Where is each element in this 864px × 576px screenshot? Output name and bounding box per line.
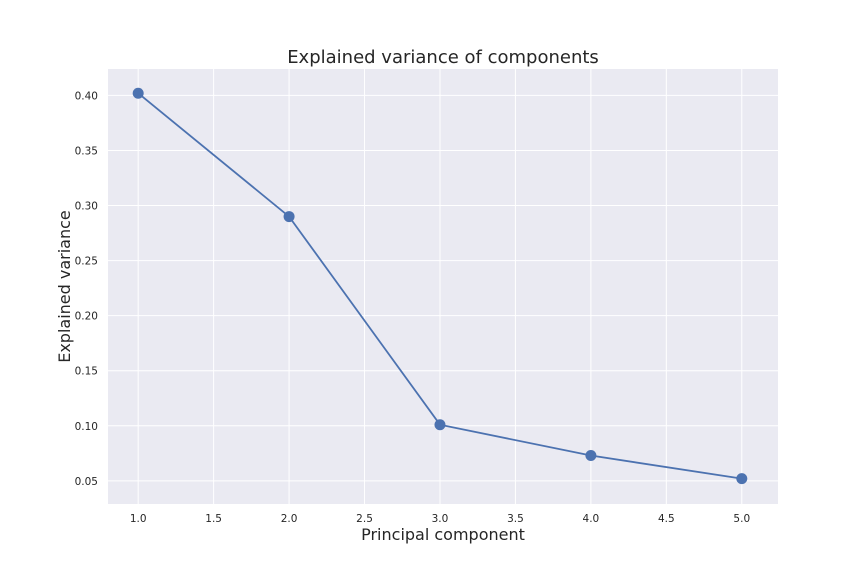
y-axis-label: Explained variance: [55, 210, 74, 363]
x-tick-label: 3.0: [432, 513, 449, 525]
plot-area: [108, 69, 778, 504]
y-tick-label: 0.15: [75, 366, 98, 378]
x-axis-label: Principal component: [361, 525, 525, 544]
y-tick-labels: 0.05 0.10 0.15 0.20 0.25 0.30 0.35 0.40: [75, 90, 98, 487]
data-points: [132, 87, 748, 485]
data-point: [585, 450, 597, 462]
y-tick-label: 0.20: [75, 311, 98, 323]
x-tick-label: 1.0: [130, 513, 147, 525]
y-tick-label: 0.30: [75, 201, 98, 213]
x-tick-label: 3.5: [507, 513, 524, 525]
y-tick-label: 0.40: [75, 90, 98, 102]
x-tick-label: 2.5: [356, 513, 373, 525]
grid: [108, 69, 778, 504]
y-tick-label: 0.35: [75, 145, 98, 157]
chart-title: Explained variance of components: [287, 47, 599, 68]
x-tick-label: 5.0: [733, 513, 750, 525]
data-point: [283, 211, 295, 223]
x-tick-label: 4.5: [658, 513, 675, 525]
y-tick-label: 0.25: [75, 256, 98, 268]
y-tick-label: 0.05: [75, 476, 98, 488]
x-tick-label: 4.0: [583, 513, 600, 525]
x-tick-labels: 1.0 1.5 2.0 2.5 3.0 3.5 4.0 4.5 5.0: [130, 513, 750, 525]
x-tick-label: 2.0: [281, 513, 298, 525]
x-tick-label: 1.5: [205, 513, 222, 525]
data-point: [736, 473, 748, 485]
y-tick-label: 0.10: [75, 421, 98, 433]
data-point: [434, 419, 446, 431]
data-point: [132, 87, 144, 99]
